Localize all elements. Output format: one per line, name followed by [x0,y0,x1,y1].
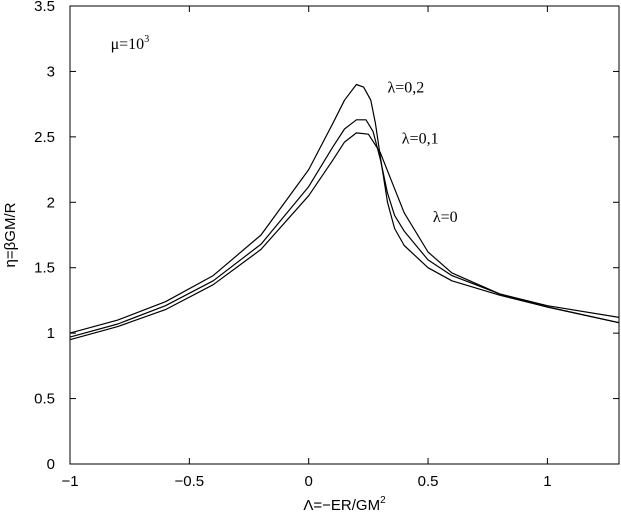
x-axis-label-superscript: 2 [380,495,386,506]
y-tick-label: 3.5 [34,0,55,15]
x-tick-label: −0.5 [175,473,205,490]
series-line [69,83,620,334]
y-tick-label: 0 [47,456,55,473]
series-line [69,132,620,341]
x-tick-label: 0 [305,473,313,490]
series-label: λ=0 [433,209,458,226]
y-tick-label: 1 [47,325,55,342]
mu-annotation-main: μ=10 [111,36,145,53]
y-axis-label: η=βGM/R [2,202,19,267]
series-labels: λ=0,2 λ=0,1 λ=0 [387,79,457,226]
y-tick-label: 0.5 [34,391,55,408]
series-label: λ=0,2 [387,79,424,96]
axis-ticks: −1 −0.5 0 0.5 1 0 0.5 1 1.5 2 2.5 3 3.5 [34,0,619,490]
x-tick-label: 0.5 [418,473,439,490]
y-tick-label: 2.5 [34,129,55,146]
x-axis-label-main: Λ=−ER/GM [303,497,380,514]
y-tick-label: 2 [47,194,55,211]
y-tick-label: 1.5 [34,260,55,277]
series-label: λ=0,1 [402,130,439,147]
series-lines [69,83,620,341]
y-tick-label: 3 [47,63,55,80]
x-tick-label: −1 [61,473,78,490]
x-tick-label: 1 [543,473,551,490]
series-line [69,119,620,338]
mu-annotation: μ=103 [111,34,150,53]
mu-annotation-superscript: 3 [144,34,149,45]
plot-frame [69,5,620,465]
x-axis-label: Λ=−ER/GM2 [303,495,386,514]
